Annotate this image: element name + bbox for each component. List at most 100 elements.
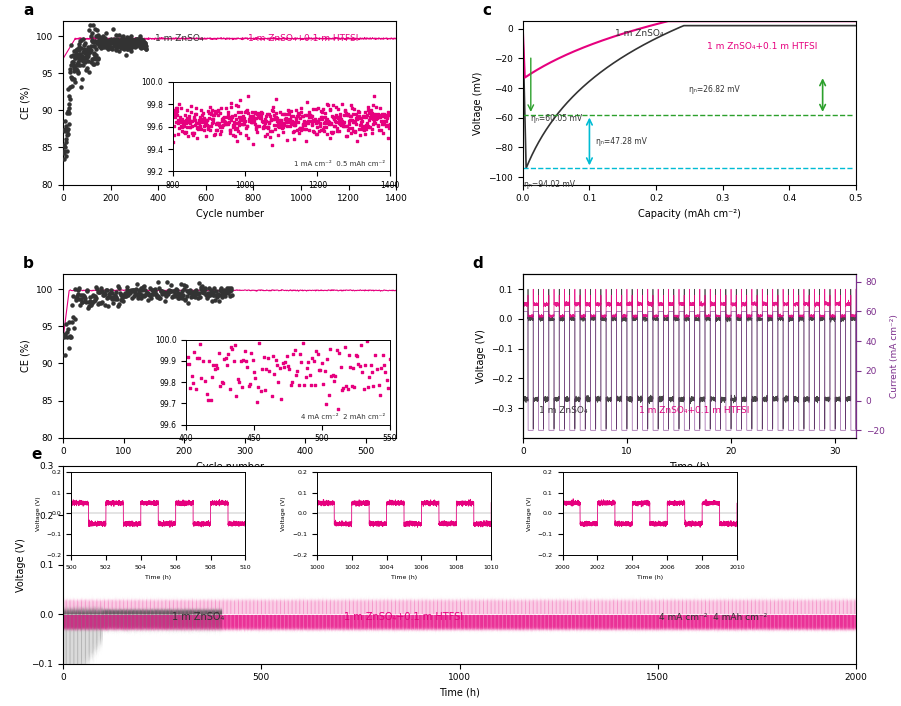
Point bbox=[64, 299, 78, 311]
Point bbox=[104, 37, 118, 48]
Point bbox=[91, 52, 105, 64]
Point bbox=[65, 56, 79, 68]
Text: 1 m ZnSO₄+0.1 m HTFSI: 1 m ZnSO₄+0.1 m HTFSI bbox=[707, 42, 818, 52]
Point bbox=[131, 35, 145, 46]
Point bbox=[94, 35, 108, 47]
Text: ηₙ=26.82 mV: ηₙ=26.82 mV bbox=[689, 85, 740, 95]
Point bbox=[81, 302, 96, 313]
Point bbox=[66, 56, 80, 67]
Point bbox=[170, 292, 185, 303]
Point bbox=[81, 48, 96, 59]
Point bbox=[105, 36, 120, 47]
Point bbox=[77, 291, 92, 302]
Point bbox=[74, 289, 88, 301]
Point bbox=[117, 291, 132, 302]
Point bbox=[82, 44, 96, 55]
Point bbox=[203, 287, 217, 299]
Point bbox=[132, 38, 147, 49]
Point bbox=[92, 37, 106, 48]
Point bbox=[69, 59, 84, 70]
Point bbox=[97, 35, 112, 46]
Point bbox=[80, 52, 95, 63]
Y-axis label: Voltage (mV): Voltage (mV) bbox=[473, 71, 483, 135]
Point bbox=[72, 60, 86, 71]
Point bbox=[105, 43, 119, 54]
Point bbox=[63, 331, 77, 342]
Point bbox=[125, 39, 140, 50]
Point bbox=[134, 35, 149, 46]
Point bbox=[107, 35, 122, 47]
Point bbox=[123, 37, 137, 49]
Point bbox=[122, 42, 136, 53]
Point bbox=[135, 34, 150, 45]
Point bbox=[75, 73, 89, 84]
Point bbox=[215, 288, 230, 299]
Point bbox=[86, 48, 101, 59]
Point bbox=[68, 76, 82, 88]
Point bbox=[185, 291, 199, 302]
Y-axis label: Current (mA cm⁻²): Current (mA cm⁻²) bbox=[890, 314, 899, 398]
Point bbox=[138, 289, 152, 301]
Text: b: b bbox=[23, 256, 34, 271]
Point bbox=[132, 37, 147, 49]
Point bbox=[91, 286, 105, 297]
Point bbox=[130, 34, 144, 45]
Point bbox=[115, 292, 130, 304]
Point bbox=[74, 81, 88, 92]
Point bbox=[197, 287, 212, 299]
X-axis label: Cycle number: Cycle number bbox=[196, 209, 264, 219]
Point bbox=[60, 107, 75, 119]
Point bbox=[168, 289, 182, 300]
Point bbox=[104, 36, 118, 47]
Point bbox=[85, 35, 99, 46]
Point bbox=[126, 35, 141, 46]
Point bbox=[192, 277, 206, 289]
Point bbox=[59, 121, 73, 132]
Point bbox=[108, 293, 123, 304]
Point bbox=[196, 286, 211, 297]
Point bbox=[161, 289, 176, 300]
Point bbox=[132, 39, 146, 50]
Point bbox=[103, 287, 117, 299]
Text: 1 m ZnSO₄+0.1 m HTFSI: 1 m ZnSO₄+0.1 m HTFSI bbox=[640, 406, 750, 415]
Point bbox=[163, 286, 177, 297]
Point bbox=[178, 294, 193, 306]
Point bbox=[59, 150, 74, 162]
Point bbox=[112, 40, 126, 52]
Point bbox=[136, 41, 150, 52]
Point bbox=[202, 282, 216, 294]
Point bbox=[172, 292, 187, 304]
Point bbox=[77, 296, 92, 307]
Point bbox=[119, 42, 133, 54]
Point bbox=[84, 44, 98, 56]
Point bbox=[80, 285, 95, 296]
Point bbox=[199, 292, 214, 304]
Point bbox=[164, 285, 178, 297]
Point bbox=[150, 289, 164, 301]
Point bbox=[182, 287, 196, 299]
Point bbox=[141, 287, 156, 299]
Point bbox=[76, 297, 90, 308]
Point bbox=[212, 296, 226, 307]
Point bbox=[98, 37, 113, 49]
Point bbox=[176, 289, 190, 301]
Point bbox=[166, 291, 180, 302]
Point bbox=[90, 37, 105, 48]
Text: c: c bbox=[483, 3, 492, 18]
Point bbox=[101, 44, 115, 55]
Point bbox=[59, 318, 73, 330]
Point bbox=[206, 283, 221, 294]
Point bbox=[124, 38, 139, 49]
Point bbox=[118, 287, 132, 299]
Point bbox=[137, 41, 151, 52]
Point bbox=[140, 287, 154, 299]
Point bbox=[94, 298, 108, 309]
Point bbox=[67, 73, 81, 85]
Text: e: e bbox=[32, 447, 41, 462]
Point bbox=[60, 323, 75, 335]
Point bbox=[124, 45, 139, 56]
Point bbox=[133, 42, 148, 53]
Point bbox=[85, 297, 99, 308]
Point bbox=[70, 44, 85, 55]
Point bbox=[58, 126, 72, 137]
